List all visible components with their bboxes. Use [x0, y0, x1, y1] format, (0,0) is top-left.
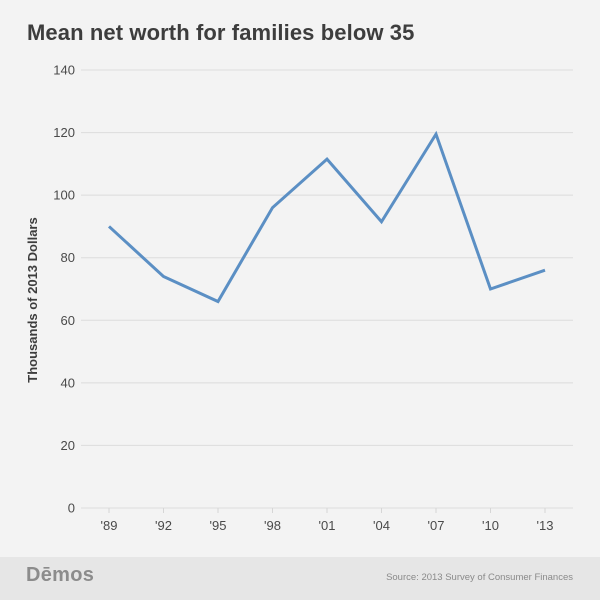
demos-logo: Dēmos [26, 564, 95, 586]
x-axis-ticks: '89 '92 '95 '98 '01 '04 '07 '10 '13 [101, 508, 554, 533]
y-tick-label: 0 [68, 501, 75, 516]
x-tick-label: '10 [482, 518, 499, 533]
chart-title: Mean net worth for families below 35 [27, 20, 415, 45]
y-tick-label: 40 [61, 375, 75, 390]
x-tick-label: '01 [319, 518, 336, 533]
source-note: Source: 2013 Survey of Consumer Finances [386, 572, 573, 583]
line-chart: 0 20 40 60 80 100 120 140 '89 '92 '95 '98 '01 '04 '07… [25, 63, 573, 533]
y-axis-ticks: 0 20 40 60 80 100 120 140 [53, 63, 75, 516]
footer: Dēmos Source: 2013 Survey of Consumer Fi… [0, 557, 600, 600]
x-tick-label: '89 [101, 518, 118, 533]
y-tick-label: 100 [53, 188, 75, 203]
gridlines [81, 69, 573, 509]
y-axis-label: Thousands of 2013 Dollars [25, 217, 40, 382]
x-tick-label: '95 [210, 518, 227, 533]
y-tick-label: 20 [61, 438, 75, 453]
y-tick-label: 80 [61, 250, 75, 265]
x-tick-label: '07 [428, 518, 445, 533]
x-tick-label: '04 [373, 518, 390, 533]
y-tick-label: 60 [61, 313, 75, 328]
x-tick-label: '98 [264, 518, 281, 533]
x-tick-label: '13 [537, 518, 554, 533]
y-tick-label: 120 [53, 125, 75, 140]
x-tick-label: '92 [155, 518, 172, 533]
series [107, 130, 546, 304]
series-line [107, 130, 546, 304]
y-tick-label: 140 [53, 63, 75, 78]
